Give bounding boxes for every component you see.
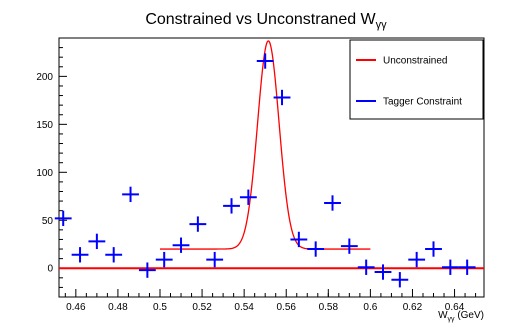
tagger-data-point	[425, 241, 442, 257]
chart-title: Constrained vs Unconstraned Wγγ	[145, 11, 387, 31]
x-tick-label: 0.6	[363, 302, 377, 313]
x-tick-label: 0.64	[445, 302, 465, 313]
x-axis-label-unit: (GeV)	[455, 310, 484, 321]
x-tick-label: 0.62	[403, 302, 423, 313]
tagger-data-point	[256, 53, 274, 69]
y-tick-label: 200	[36, 72, 53, 83]
tagger-data-point	[71, 247, 89, 263]
plot-frame	[58, 37, 485, 298]
tagger-data-point	[54, 210, 72, 227]
plot-area: 0 50 100 150 200 0.46 0.48 0.5 0.52 0.54 0.56 0.58 0…	[36, 37, 485, 313]
x-axis-label: Wγγ (GeV)	[438, 310, 484, 323]
tagger-data-point	[290, 231, 308, 248]
chart-title-subscript: γγ	[376, 19, 388, 31]
y-tick-label: 150	[36, 120, 53, 131]
x-tick-label: 0.56	[276, 302, 296, 313]
tagger-data-point	[239, 189, 257, 205]
x-tick-label: 0.46	[66, 302, 86, 313]
x-tick-label: 0.52	[192, 302, 212, 313]
y-tick-label: 0	[47, 264, 53, 275]
tagger-data-point	[441, 259, 459, 275]
tagger-data-point	[155, 251, 173, 268]
legend-label: Tagger Constraint	[383, 97, 462, 108]
tagger-data-point	[122, 186, 139, 203]
x-tick-label: 0.48	[108, 302, 128, 313]
y-tick-label: 100	[36, 168, 53, 179]
tagger-data-point	[374, 264, 392, 280]
unconstrained-fit-curve	[159, 40, 371, 250]
tagger-data-point	[88, 233, 106, 250]
tagger-data-point	[189, 216, 207, 232]
tagger-data-point	[408, 251, 426, 268]
tagger-data-point	[324, 195, 341, 211]
x-tick-label: 0.5	[153, 302, 167, 313]
tagger-data-point	[223, 198, 240, 214]
tagger-data-point	[340, 238, 358, 254]
tagger-data-point	[307, 241, 325, 257]
y-tick-label: 50	[42, 216, 54, 227]
x-tick-label: 0.58	[319, 302, 339, 313]
tagger-data-point	[391, 272, 409, 288]
legend-label: Unconstrained	[383, 56, 447, 67]
x-axis-label-main: W	[438, 310, 448, 321]
legend-box	[349, 39, 484, 120]
chart-title-main: Constrained vs Unconstraned W	[145, 11, 376, 28]
tagger-data-point	[172, 237, 190, 253]
tagger-data-point	[458, 259, 476, 275]
legend: Unconstrained Tagger Constraint	[349, 39, 484, 120]
tagger-data-point	[138, 262, 156, 278]
tagger-data-point	[206, 251, 224, 268]
x-axis-label-subscript: γγ	[448, 316, 456, 323]
tagger-data-point	[273, 89, 291, 106]
x-tick-label: 0.54	[234, 302, 254, 313]
tagger-data-point	[105, 247, 123, 263]
tagger-data-point	[357, 259, 375, 275]
